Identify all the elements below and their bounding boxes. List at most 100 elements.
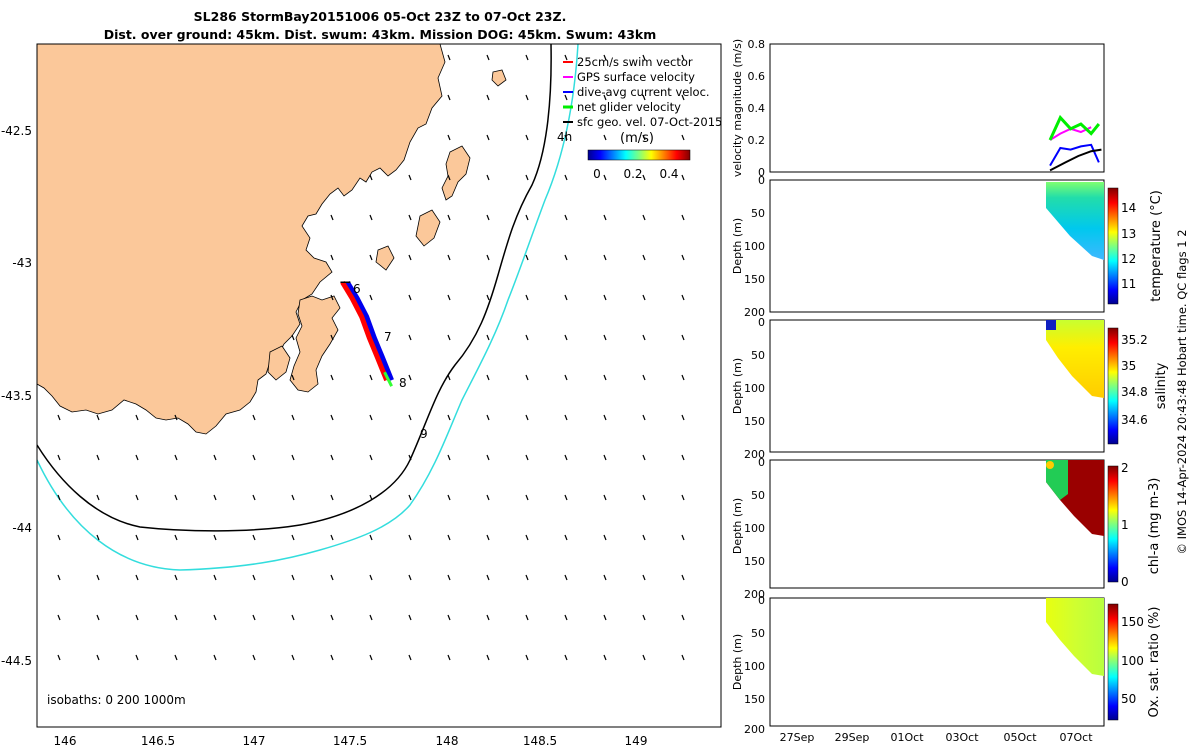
geo-velocity-arrow bbox=[369, 534, 373, 541]
geo-velocity-arrow bbox=[603, 374, 607, 381]
salinity-cbtick: 34.6 bbox=[1121, 413, 1148, 427]
temperature-ylabel: Depth (m) bbox=[731, 218, 744, 274]
geo-velocity-arrow bbox=[603, 294, 607, 301]
oxygen-ytick: 150 bbox=[744, 693, 765, 706]
geo-velocity-arrow bbox=[291, 454, 295, 461]
geo-velocity-arrow bbox=[291, 494, 295, 501]
date-tick: 05Oct bbox=[1003, 731, 1037, 744]
geo-velocity-arrow bbox=[564, 534, 568, 541]
geo-velocity-arrow bbox=[681, 614, 685, 621]
geo-velocity-arrow bbox=[330, 494, 334, 501]
temperature-cbtick: 12 bbox=[1121, 252, 1136, 266]
geo-velocity-arrow bbox=[525, 454, 529, 461]
oxygen-ytick: 100 bbox=[744, 660, 765, 673]
geo-velocity-arrow bbox=[525, 94, 529, 101]
geo-velocity-arrow bbox=[330, 254, 334, 261]
velocity-series-line bbox=[1049, 143, 1100, 167]
geo-velocity-arrow bbox=[681, 374, 685, 381]
geo-velocity-arrow bbox=[96, 574, 100, 581]
track-label-8: 8 bbox=[399, 376, 407, 390]
geo-velocity-arrow bbox=[447, 54, 451, 61]
geo-velocity-arrow bbox=[681, 494, 685, 501]
geo-velocity-arrow bbox=[252, 654, 256, 661]
geo-velocity-arrow bbox=[642, 454, 646, 461]
salinity-ytick: 200 bbox=[744, 448, 765, 461]
geo-velocity-arrow bbox=[213, 654, 217, 661]
geo-velocity-arrow bbox=[642, 294, 646, 301]
velocity-lines bbox=[1048, 114, 1102, 172]
geo-velocity-arrow bbox=[213, 494, 217, 501]
geo-velocity-arrow bbox=[486, 614, 490, 621]
map-legend: 25cm/s swim vector GPS surface velocity … bbox=[563, 55, 722, 181]
geo-velocity-arrow bbox=[330, 654, 334, 661]
geo-velocity-arrow bbox=[174, 454, 178, 461]
geo-velocity-arrow bbox=[603, 574, 607, 581]
velocity-series-line bbox=[1048, 114, 1101, 141]
geo-velocity-arrow bbox=[447, 654, 451, 661]
geo-velocity-arrow bbox=[525, 574, 529, 581]
geo-velocity-arrow bbox=[564, 614, 568, 621]
geo-velocity-arrow bbox=[681, 334, 685, 341]
oxygen-panel: 0 50 100 150 200 Depth (m) 150 100 50 Ox… bbox=[731, 594, 1162, 736]
geo-velocity-arrow bbox=[486, 414, 490, 421]
geo-velocity-arrow bbox=[681, 654, 685, 661]
geo-velocity-arrow bbox=[486, 134, 490, 141]
geo-velocity-arrow bbox=[57, 454, 61, 461]
geo-velocity-arrow bbox=[135, 534, 139, 541]
geo-velocity-arrow bbox=[447, 494, 451, 501]
geo-velocity-arrow bbox=[174, 414, 178, 421]
geo-velocity-arrow bbox=[486, 454, 490, 461]
temperature-ytick: 200 bbox=[744, 306, 765, 319]
date-tick: 29Sep bbox=[835, 731, 870, 744]
geo-velocity-arrow bbox=[330, 294, 334, 301]
geo-velocity-arrow bbox=[57, 414, 61, 421]
geo-velocity-arrow bbox=[369, 294, 373, 301]
geo-velocity-arrow bbox=[603, 334, 607, 341]
colorbar-tick-2: 0.4 bbox=[659, 167, 678, 181]
geo-velocity-arrow bbox=[603, 254, 607, 261]
temperature-cblabel: temperature (°C) bbox=[1149, 190, 1164, 302]
isobath-200 bbox=[37, 44, 552, 532]
glider-track bbox=[340, 280, 394, 387]
legend-label-geo: sfc geo. vel. 07-Oct-2015 bbox=[577, 115, 722, 129]
geo-velocity-arrow bbox=[174, 654, 178, 661]
geo-velocity-arrow bbox=[603, 494, 607, 501]
geo-velocity-arrow bbox=[486, 94, 490, 101]
velocity-panel: 0.8 0.6 0.4 0.2 0 velocity magnitude (m/… bbox=[731, 38, 1105, 179]
geo-velocity-arrow bbox=[57, 614, 61, 621]
geo-velocity-arrow bbox=[525, 654, 529, 661]
geo-velocity-arrow bbox=[642, 574, 646, 581]
legend-label-dive: dive-avg current veloc. bbox=[577, 85, 710, 99]
geo-velocity-arrow bbox=[447, 574, 451, 581]
geo-velocity-arrow bbox=[525, 54, 529, 61]
geo-velocity-arrow bbox=[252, 534, 256, 541]
velocity-ytick: 0 bbox=[758, 166, 765, 179]
salinity-ytick: 0 bbox=[758, 316, 765, 329]
geo-velocity-arrow bbox=[291, 374, 295, 381]
geo-velocity-arrow bbox=[291, 334, 295, 341]
geo-velocity-arrow bbox=[486, 294, 490, 301]
oxygen-ylabel: Depth (m) bbox=[731, 634, 744, 690]
oxygen-cblabel: Ox. sat. ratio (%) bbox=[1147, 607, 1162, 718]
geo-velocity-arrow bbox=[408, 374, 412, 381]
timeseries-panels: 0.8 0.6 0.4 0.2 0 velocity magnitude (m/… bbox=[731, 38, 1169, 744]
temperature-section bbox=[1046, 182, 1104, 260]
geo-velocity-arrow bbox=[525, 334, 529, 341]
geo-velocity-arrow bbox=[642, 374, 646, 381]
geo-velocity-arrow bbox=[135, 654, 139, 661]
geo-velocity-arrow bbox=[447, 334, 451, 341]
isobaths-label: isobaths: 0 200 1000m bbox=[47, 693, 186, 707]
track-label-6: 6 bbox=[353, 282, 361, 296]
chla-surface-spot bbox=[1046, 461, 1054, 469]
geo-velocity-arrow bbox=[291, 414, 295, 421]
geo-velocity-arrow bbox=[564, 494, 568, 501]
speed-colorbar bbox=[587, 149, 691, 161]
geo-velocity-arrow bbox=[486, 534, 490, 541]
salinity-cbtick: 35.2 bbox=[1121, 333, 1148, 347]
geo-velocity-arrow bbox=[291, 654, 295, 661]
geo-velocity-arrow bbox=[447, 534, 451, 541]
salinity-section bbox=[1046, 320, 1104, 398]
geo-velocity-arrow bbox=[681, 94, 685, 101]
geo-velocity-arrow bbox=[447, 294, 451, 301]
